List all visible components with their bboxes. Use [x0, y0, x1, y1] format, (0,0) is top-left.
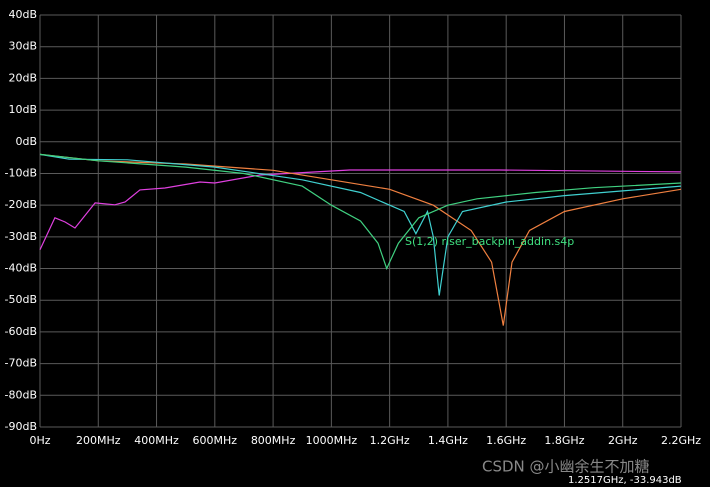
y-tick-label: -10dB: [5, 166, 38, 179]
x-tick-label: 2GHz: [608, 434, 638, 447]
y-tick-label: -30dB: [5, 230, 38, 243]
y-tick-label: -40dB: [5, 262, 38, 275]
series-line: [39, 169, 681, 251]
x-tick-label: 1000MHz: [306, 434, 358, 447]
series-line: [39, 153, 682, 271]
readout: 1.2517GHz, -33.943dB: [568, 475, 682, 486]
x-tick-label: 600MHz: [193, 434, 238, 447]
x-tick-label: 200MHz: [76, 434, 121, 447]
y-tick-label: 10dB: [8, 103, 37, 116]
x-tick-label: 1.4GHz: [428, 434, 468, 447]
y-tick-label: 40dB: [8, 8, 37, 21]
x-tick-label: 1.6GHz: [486, 434, 526, 447]
y-tick-label: 20dB: [8, 71, 37, 84]
y-tick-label: -80dB: [5, 388, 38, 401]
y-tick-label: -70dB: [5, 357, 38, 370]
x-tick-label: 0Hz: [29, 434, 50, 447]
y-tick-label: -20dB: [5, 198, 38, 211]
watermark: CSDN @小幽余生不加糖: [482, 458, 650, 476]
x-tick-label: 800MHz: [251, 434, 296, 447]
y-tick-label: -90dB: [5, 420, 38, 433]
y-tick-label: 30dB: [8, 40, 37, 53]
x-tick-label: 400MHz: [134, 434, 179, 447]
x-tick-label: 1.2GHz: [370, 434, 410, 447]
series-line: [39, 153, 682, 296]
annotation: S(1,2) riser_backpln_addin.s4p: [405, 235, 574, 248]
series-line: [39, 153, 682, 326]
y-tick-label: 0dB: [15, 135, 37, 148]
y-tick-label: -50dB: [5, 293, 38, 306]
x-tick-label: 2.2GHz: [661, 434, 701, 447]
x-tick-label: 1.8GHz: [544, 434, 584, 447]
y-tick-label: -60dB: [5, 325, 38, 338]
